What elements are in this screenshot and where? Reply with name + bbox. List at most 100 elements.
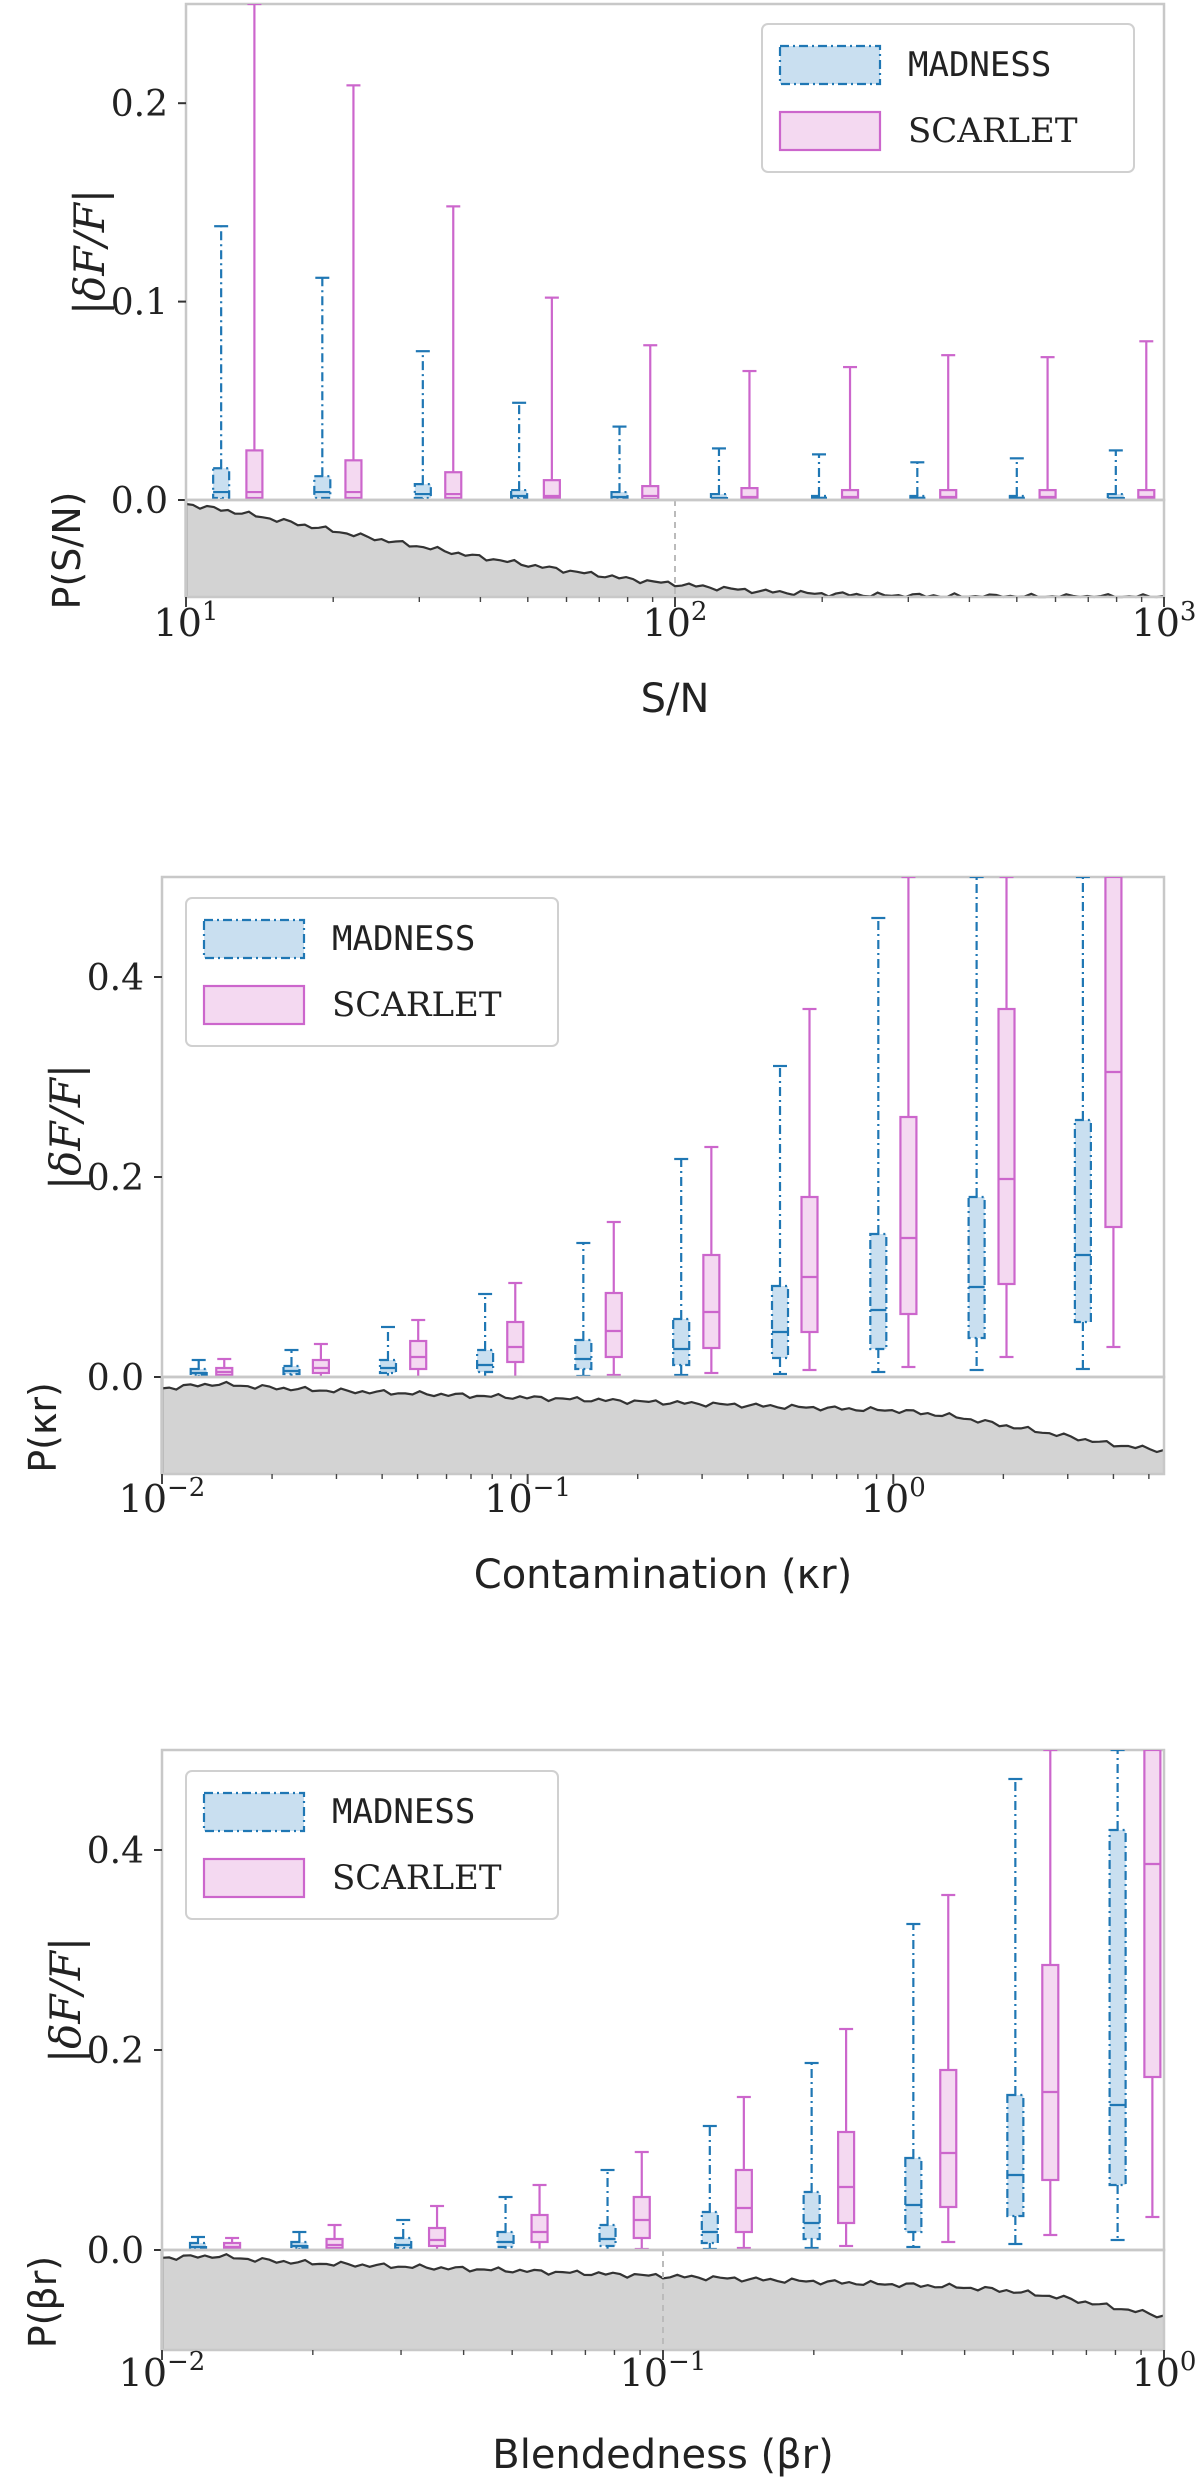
scarlet-box-3 bbox=[427, 2204, 447, 2250]
y-axis-label: |δF/F| bbox=[41, 1937, 90, 2063]
legend-swatch-scarlet bbox=[202, 984, 306, 1026]
scarlet-box-10 bbox=[1143, 1750, 1162, 2219]
legend-label-scarlet: SCARLET bbox=[332, 1858, 502, 1898]
box-iqr bbox=[1041, 1963, 1060, 2182]
scarlet-box-7 bbox=[800, 1007, 819, 1372]
box-iqr bbox=[1006, 2093, 1025, 2218]
legend: MADNESS SCARLET bbox=[185, 897, 559, 1047]
box-iqr bbox=[709, 492, 729, 500]
histogram-subpanel bbox=[160, 2248, 1166, 2352]
scarlet-box-3 bbox=[409, 1318, 428, 1377]
box-iqr bbox=[802, 2190, 821, 2241]
box-iqr bbox=[530, 2213, 549, 2244]
y-tick-label: 0.0 bbox=[87, 2231, 144, 2272]
chart-panel-3: 0.0 0.2 0.4 |δF/F| MADNESS SCARLET P(βr) 10−2 10… bbox=[21, 1748, 1197, 2478]
x-axis-label: Contamination (κr) bbox=[474, 1552, 852, 1598]
box-iqr bbox=[770, 1284, 790, 1360]
scarlet-box-10 bbox=[1104, 877, 1123, 1349]
madness-box-1 bbox=[212, 225, 231, 500]
x-tick-label: 10−1 bbox=[484, 1473, 571, 1521]
madness-box-4 bbox=[476, 1292, 495, 1377]
madness-box-2 bbox=[282, 1348, 301, 1377]
box-iqr bbox=[574, 1338, 593, 1371]
scarlet-box-8 bbox=[939, 1893, 958, 2244]
madness-box-9 bbox=[967, 877, 986, 1372]
box-iqr bbox=[245, 449, 264, 500]
box-iqr bbox=[1073, 1118, 1092, 1324]
box-iqr bbox=[413, 483, 432, 500]
scarlet-box-7 bbox=[837, 2027, 856, 2248]
chart-panel-2: 0.0 0.2 0.4 |δF/F| MADNESS SCARLET P(κr) 10−2 10… bbox=[21, 875, 1166, 1598]
x-axis-label: S/N bbox=[641, 676, 710, 722]
madness-box-2 bbox=[290, 2230, 309, 2250]
histogram-subpanel bbox=[184, 498, 1166, 599]
madness-box-5 bbox=[574, 1241, 593, 1377]
scarlet-box-9 bbox=[997, 877, 1016, 1359]
legend-swatch-scarlet bbox=[778, 110, 882, 152]
madness-box-5 bbox=[598, 2168, 617, 2250]
histogram-subpanel bbox=[160, 1375, 1166, 1476]
box-iqr bbox=[444, 471, 463, 500]
y-tick-label: 0.1 bbox=[111, 283, 168, 324]
box-iqr bbox=[542, 479, 561, 500]
x-tick-label: 100 bbox=[1132, 2347, 1197, 2395]
legend-label-scarlet: SCARLET bbox=[332, 985, 502, 1025]
box-series-group bbox=[189, 877, 1123, 1377]
histogram-area bbox=[162, 2254, 1164, 2350]
legend: MADNESS SCARLET bbox=[185, 1770, 559, 1920]
box-iqr bbox=[378, 1358, 398, 1375]
legend-label-scarlet: SCARLET bbox=[908, 111, 1078, 151]
madness-box-10 bbox=[1108, 1750, 1127, 2242]
box-iqr bbox=[598, 2223, 617, 2248]
madness-box-6 bbox=[672, 1157, 691, 1377]
scarlet-box-6 bbox=[734, 2095, 753, 2250]
box-iqr bbox=[869, 1232, 888, 1351]
y-axis-label: |δF/F| bbox=[41, 1064, 90, 1190]
x-tick-label: 10−1 bbox=[620, 2347, 707, 2395]
y-tick-label: 0.2 bbox=[111, 84, 168, 125]
box-iqr bbox=[904, 2156, 923, 2234]
box-iqr bbox=[394, 2236, 413, 2250]
scarlet-box-1 bbox=[245, 4, 264, 500]
x-tick-label: 101 bbox=[154, 597, 219, 645]
scarlet-box-8 bbox=[899, 877, 918, 1369]
madness-box-8 bbox=[869, 916, 888, 1374]
scarlet-box-9 bbox=[1038, 356, 1057, 500]
box-series-group bbox=[212, 4, 1156, 500]
y-tick-label: 0.0 bbox=[87, 1358, 144, 1399]
x-tick-label: 103 bbox=[1132, 597, 1197, 645]
scarlet-box-4 bbox=[506, 1281, 525, 1377]
box-iqr bbox=[899, 1115, 918, 1316]
box-iqr bbox=[610, 490, 629, 500]
legend-label-madness: MADNESS bbox=[908, 45, 1051, 85]
y-tick-label: 0.4 bbox=[87, 1831, 144, 1872]
histogram-area bbox=[186, 504, 1164, 597]
box-series-group bbox=[188, 1750, 1162, 2250]
madness-box-7 bbox=[770, 1064, 790, 1376]
histogram-line bbox=[161, 1380, 1165, 1454]
legend-label-madness: MADNESS bbox=[332, 919, 475, 959]
box-iqr bbox=[604, 1291, 623, 1359]
scarlet-box-3 bbox=[444, 205, 463, 500]
box-iqr bbox=[325, 2237, 344, 2250]
box-iqr bbox=[939, 2068, 958, 2209]
x-tick-label: 10−2 bbox=[119, 2347, 206, 2395]
legend-swatch-madness bbox=[778, 44, 882, 86]
scarlet-box-5 bbox=[604, 1220, 623, 1377]
box-iqr bbox=[510, 488, 529, 500]
y-axis-label: |δF/F| bbox=[65, 189, 114, 315]
histogram-area bbox=[162, 1382, 1164, 1474]
box-iqr bbox=[700, 2210, 719, 2245]
scarlet-box-2 bbox=[344, 84, 363, 500]
box-iqr bbox=[344, 459, 363, 500]
box-iqr bbox=[212, 467, 231, 500]
madness-box-3 bbox=[413, 350, 432, 500]
x-tick-label: 10−2 bbox=[119, 1473, 206, 1521]
box-iqr bbox=[1143, 1750, 1162, 2079]
histogram-y-label: P(S/N) bbox=[45, 492, 89, 610]
scarlet-box-5 bbox=[632, 2150, 651, 2250]
madness-box-4 bbox=[496, 2195, 515, 2250]
madness-box-10 bbox=[1073, 877, 1092, 1371]
box-iqr bbox=[1104, 877, 1123, 1229]
